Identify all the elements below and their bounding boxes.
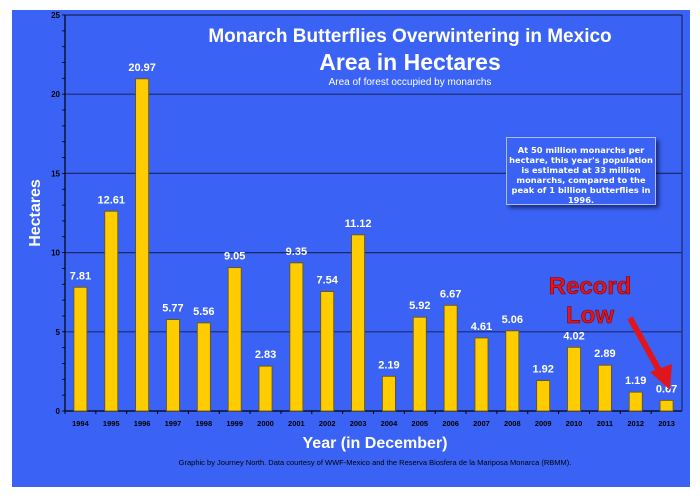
bar (258, 365, 273, 412)
x-tick-label: 2002 (319, 419, 336, 428)
bar (135, 78, 150, 412)
bar (351, 234, 365, 412)
x-tick-label: 1996 (134, 419, 151, 428)
data-label: 4.02 (563, 330, 584, 342)
bar (289, 262, 304, 412)
y-tick-label: 0 (56, 407, 61, 416)
data-label: 12.61 (98, 194, 126, 206)
bar (320, 291, 335, 412)
x-tick-label: 2005 (411, 419, 428, 428)
bar (628, 391, 643, 412)
y-tick-label: 5 (56, 328, 61, 337)
data-label: 9.35 (286, 246, 307, 258)
data-label: 9.05 (224, 251, 245, 263)
data-label: 5.06 (502, 314, 523, 326)
red-arrow-icon (627, 316, 672, 390)
data-label: 4.61 (471, 321, 492, 333)
data-label: 5.92 (409, 300, 430, 312)
x-tick-label: 2009 (535, 419, 552, 428)
bar (505, 330, 520, 412)
bar (73, 286, 88, 412)
x-tick-label: 2013 (658, 419, 675, 428)
x-tick-label: 1994 (72, 419, 90, 428)
bar (536, 380, 551, 412)
x-tick-label: 2004 (381, 419, 399, 428)
x-tick-label: 1997 (165, 419, 182, 428)
chart-subtitle: Area in Hectares (319, 49, 501, 75)
x-tick-label: 2010 (566, 419, 583, 428)
bar (382, 375, 396, 412)
x-tick-label: 2007 (473, 419, 490, 428)
y-tick-label: 10 (51, 249, 60, 258)
x-tick-label: 2006 (442, 419, 459, 428)
bar (659, 399, 674, 412)
y-tick-label: 20 (51, 90, 60, 99)
chart-caption: Area of forest occupied by monarchs (329, 77, 492, 88)
x-tick-label: 2008 (504, 419, 521, 428)
data-label: 1.19 (625, 375, 646, 387)
bar (227, 267, 242, 412)
data-label: 2.83 (255, 349, 276, 361)
x-tick-label: 1995 (103, 419, 120, 428)
data-label: 2.19 (378, 359, 399, 371)
bar (166, 319, 180, 412)
bar (474, 337, 489, 412)
bar (104, 210, 119, 412)
data-label: 6.67 (440, 288, 461, 300)
record-label-line1: Record (549, 273, 632, 300)
data-label: 0.67 (656, 383, 677, 395)
data-label: 5.56 (193, 306, 214, 318)
bar (443, 304, 458, 412)
x-axis-label: Year (in December) (303, 435, 448, 452)
data-label: 11.12 (345, 218, 372, 230)
x-tick-label: 2000 (257, 419, 274, 428)
bar (567, 346, 581, 412)
y-tick-label: 25 (51, 11, 60, 20)
data-label: 7.81 (70, 270, 91, 282)
y-tick-label: 15 (51, 169, 60, 178)
data-label: 1.92 (532, 364, 553, 376)
chart-title: Monarch Butterflies Overwintering in Mex… (208, 26, 611, 47)
x-tick-label: 1998 (195, 419, 212, 428)
x-tick-label: 2001 (288, 419, 305, 428)
bar (597, 364, 612, 412)
data-label: 5.77 (162, 303, 183, 315)
bar (196, 322, 211, 412)
data-label: 2.89 (594, 348, 615, 360)
footer-credit: Graphic by Journey North. Data courtesy … (179, 458, 572, 467)
record-label-line2: Low (566, 302, 614, 329)
data-label: 20.97 (128, 62, 156, 74)
x-tick-label: 1999 (226, 419, 243, 428)
x-tick-label: 2012 (627, 419, 644, 428)
annotation-note: At 50 million monarchs per hectare, this… (506, 137, 656, 205)
x-tick-label: 2003 (350, 419, 367, 428)
y-axis-label: Hectares (27, 179, 44, 247)
bar (412, 316, 427, 412)
x-tick-label: 2011 (597, 419, 613, 428)
data-label: 7.54 (317, 275, 339, 287)
